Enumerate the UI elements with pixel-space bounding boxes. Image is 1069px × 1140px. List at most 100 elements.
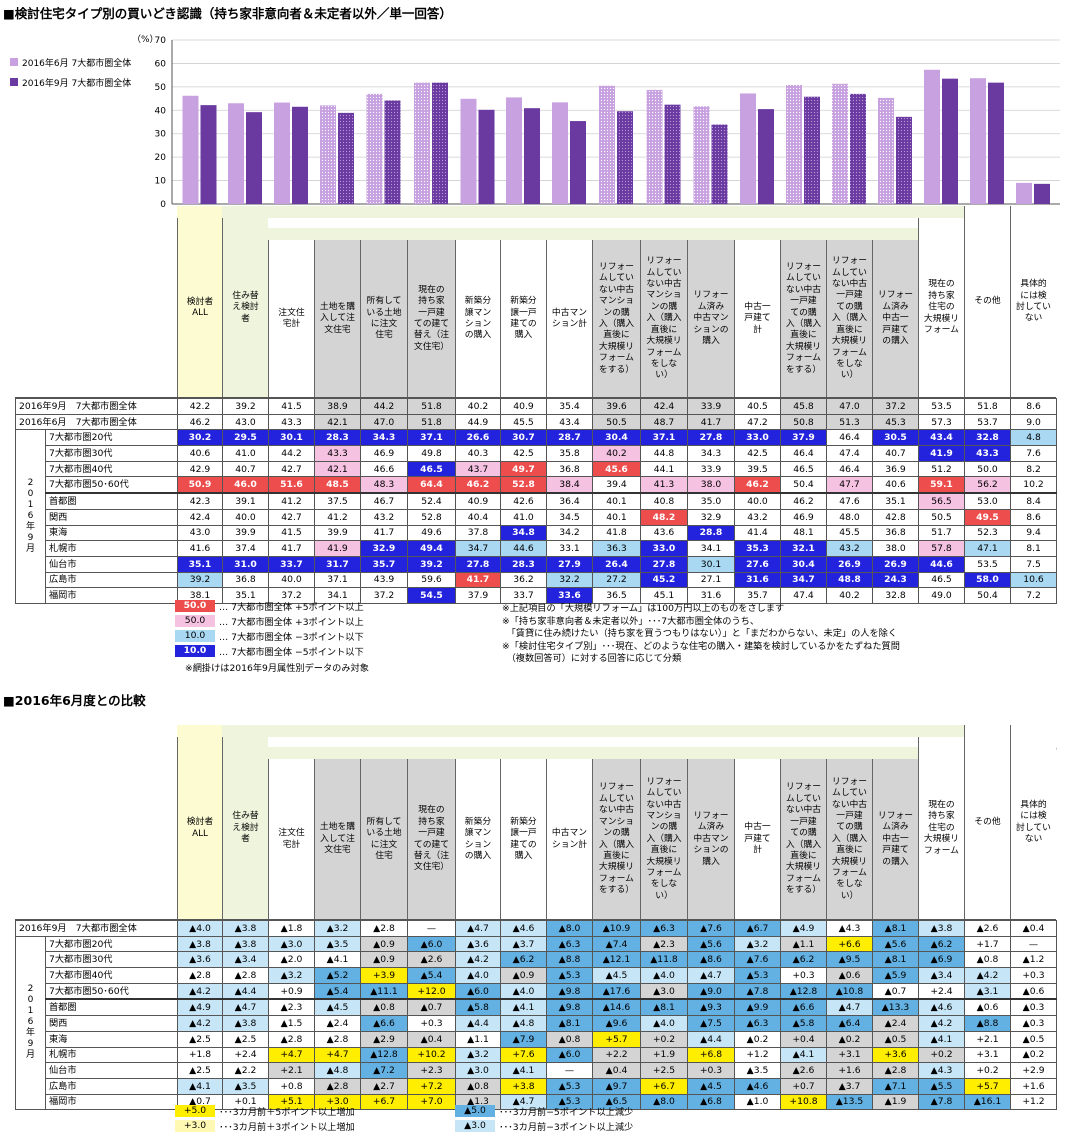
column-header-18: 具体的 には検 討してい ない: [1010, 725, 1056, 920]
table-cell: 41.0: [500, 508, 547, 526]
table-cell: 57.8: [918, 540, 965, 557]
table-cell: 27.8: [687, 429, 735, 447]
row-label: 広島市: [45, 571, 178, 589]
table-cell: +6.6: [826, 935, 873, 953]
table-cell: 46.9: [780, 508, 827, 526]
table-cell: ▲4.0: [640, 1015, 688, 1032]
legend-text: ･･･3カ月前＋3ポイント以上増加: [219, 1122, 355, 1133]
bar-sep-4: [384, 100, 401, 204]
table-cell: +1.8: [177, 1046, 223, 1064]
column-header-1: 住み替 え検討 者: [222, 218, 268, 398]
bar-jun-7: [506, 97, 522, 204]
table-cell: +0.3: [780, 967, 827, 984]
table-cell: ▲8.1: [546, 1015, 593, 1032]
table-cell: 39.1: [222, 492, 269, 510]
table-cell: 44.6: [918, 555, 965, 573]
bar-sep-10: [664, 104, 681, 204]
table-cell: +3.9: [360, 967, 408, 984]
legend-text: … 7大都市圏全体 −3ポイント以下: [219, 632, 364, 643]
table-cell: ▲13.5: [826, 1093, 873, 1111]
table-cell: ▲3.0: [268, 935, 315, 953]
table-cell: ▲1.8: [268, 920, 315, 937]
table-cell: 8.4: [1010, 492, 1057, 510]
table-row: 福岡市 38.1 35.1 37.2 34.1 37.2 54.5 37.9 33.7 33.6 3…: [16, 587, 1057, 604]
table-cell: 46.0: [222, 476, 269, 494]
table-cell: 41.2: [314, 508, 361, 526]
table-cell: ▲4.7: [222, 998, 269, 1017]
legend-item: 10.0 … 7大都市圏全体 −3ポイント以下: [175, 629, 364, 643]
table-cell: ▲6.3: [734, 1015, 781, 1032]
y-tick-label: 20: [155, 153, 167, 163]
column-header-3: 土地を購 入して注 文住宅: [314, 240, 360, 398]
table-row: 7大都市圏30代 40.6 41.0 44.2 43.3 46.9 49.8 40.3 42.5…: [16, 445, 1057, 462]
table-cell: 44.2: [360, 398, 408, 415]
table-cell: ▲2.8: [314, 1077, 361, 1095]
table-cell: 31.7: [314, 555, 361, 573]
table-cell: ▲1.0: [734, 1093, 781, 1111]
table-row: 2 0 1 6 年 9 月 7大都市圏20代 30.2 29.5 30.1 28.3 34.…: [15, 429, 1057, 604]
table-cell: 30.7: [500, 429, 547, 447]
table-cell: ▲0.8: [455, 1077, 501, 1095]
table-cell: 42.7: [268, 460, 315, 478]
table-cell: +0.7: [780, 1077, 827, 1095]
table-cell: +1.9: [640, 1046, 688, 1064]
table-cell: ▲1.2: [1010, 951, 1057, 969]
table-cell: +2.9: [1010, 1062, 1057, 1079]
table-cell: 39.9: [222, 524, 269, 542]
table-row: 7大都市圏50･60代 50.9 46.0 51.6 48.5 48.3 64.4 46.2 5…: [16, 476, 1057, 494]
table-cell: ▲0.9: [360, 951, 408, 969]
table-row: 関西 ▲4.2 ▲3.8 ▲1.5 ▲2.4 ▲6.6 +0.3 ▲4.4 ▲4.8 ▲8.1 ▲9…: [16, 1015, 1057, 1032]
table-cell: ▲6.9: [918, 951, 965, 969]
table-cell: 40.7: [222, 460, 269, 478]
table-cell: +1.6: [1010, 1077, 1057, 1095]
table-cell: 33.0: [734, 429, 781, 447]
table-cell: 47.4: [780, 587, 827, 604]
table-cell: 56.5: [918, 492, 965, 510]
row-label: 仙台市: [45, 555, 178, 573]
bar-sep-15: [896, 116, 912, 204]
y-tick-label: 0: [160, 200, 166, 210]
table-cell: —: [546, 1062, 593, 1079]
table-cell: 51.8: [407, 413, 456, 431]
table-cell: 42.3: [177, 492, 223, 510]
table-cell: +0.8: [268, 1077, 315, 1095]
table-cell: ▲6.2: [500, 951, 547, 969]
column-header-0: 検討者 ALL: [177, 218, 222, 398]
table-cell: 34.3: [360, 429, 408, 447]
legend-entry-sep: 2016年9月 7大都市圏全体: [8, 72, 148, 92]
table-cell: 40.7: [872, 445, 919, 462]
table-cell: 56.2: [964, 476, 1011, 494]
table-cell: 51.3: [826, 413, 873, 431]
table-cell: ▲7.4: [592, 935, 641, 953]
table-row: 2 0 1 6 年 9 月 7大都市圏20代 ▲3.8 ▲3.8 ▲3.0 ▲3.5 ▲0.…: [15, 935, 1057, 1111]
table-cell: 35.8: [546, 445, 593, 462]
bar-jun-16: [924, 69, 940, 204]
table-cell: 27.8: [640, 555, 688, 573]
table-cell: 9.4: [1010, 524, 1057, 542]
table2: 2016年9月 7大都市圏全体 ▲4.0 ▲3.8 ▲1.8 ▲3.2 ▲2.8— ▲4.7…: [15, 920, 1057, 1111]
table-cell: 41.0: [222, 445, 269, 462]
table-cell: ▲8.8: [546, 951, 593, 969]
table-cell: 51.6: [268, 476, 315, 494]
table-cell: 28.3: [314, 429, 361, 447]
table-cell: +1.6: [826, 1062, 873, 1079]
table-cell: 35.3: [734, 540, 781, 557]
bar-sep-1: [246, 112, 262, 204]
table-cell: +4.7: [268, 1046, 315, 1064]
table-cell: +3.0: [314, 1093, 361, 1111]
table-cell: 30.4: [780, 555, 827, 573]
column-header-6: 新築分 譲マン ション の購入: [455, 759, 500, 920]
table-cell: 47.0: [360, 413, 408, 431]
legend-label-sep: 2016年9月 7大都市圏全体: [22, 78, 132, 89]
table-cell: 45.3: [872, 413, 919, 431]
table-cell: 34.7: [455, 540, 501, 557]
table-cell: +0.3: [687, 1062, 735, 1079]
table-cell: ▲4.9: [780, 920, 827, 937]
table-cell: ▲8.1: [872, 920, 919, 937]
table-cell: ▲12.8: [780, 982, 827, 1000]
table-cell: ▲10.9: [592, 920, 641, 937]
table-row: 広島市 ▲4.1 ▲3.5 +0.8 ▲2.8 ▲2.7 +7.2 ▲0.8 +3.8 ▲5.3 ▲…: [16, 1077, 1057, 1095]
table-cell: ▲1.1: [780, 935, 827, 953]
table-cell: 53.7: [964, 413, 1011, 431]
table-cell: 43.3: [314, 445, 361, 462]
